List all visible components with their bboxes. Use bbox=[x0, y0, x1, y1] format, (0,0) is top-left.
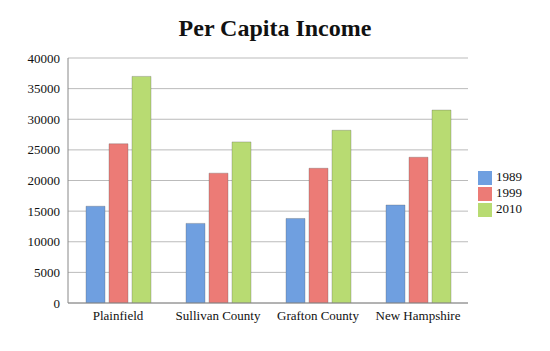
svg-text:New Hampshire: New Hampshire bbox=[376, 308, 461, 323]
html-text:2010: 2010 bbox=[496, 201, 522, 216]
svg-text:20000: 20000 bbox=[28, 173, 61, 188]
svg-text:40000: 40000 bbox=[28, 51, 61, 66]
html-text:Per Capita Income: Per Capita Income bbox=[178, 15, 372, 41]
svg-text:30000: 30000 bbox=[28, 112, 61, 127]
svg-text:35000: 35000 bbox=[28, 81, 61, 96]
html-text:1989: 1989 bbox=[496, 169, 522, 184]
svg-text:Plainfield: Plainfield bbox=[93, 308, 144, 323]
svg-text:0: 0 bbox=[54, 296, 61, 311]
svg-text:10000: 10000 bbox=[28, 234, 61, 249]
svg-text:Sullivan County: Sullivan County bbox=[176, 308, 261, 323]
svg-text:15000: 15000 bbox=[28, 204, 61, 219]
svg-text:5000: 5000 bbox=[34, 265, 60, 280]
html-text:1999: 1999 bbox=[496, 185, 522, 200]
svg-text:Grafton County: Grafton County bbox=[277, 308, 359, 323]
svg-text:25000: 25000 bbox=[28, 142, 61, 157]
